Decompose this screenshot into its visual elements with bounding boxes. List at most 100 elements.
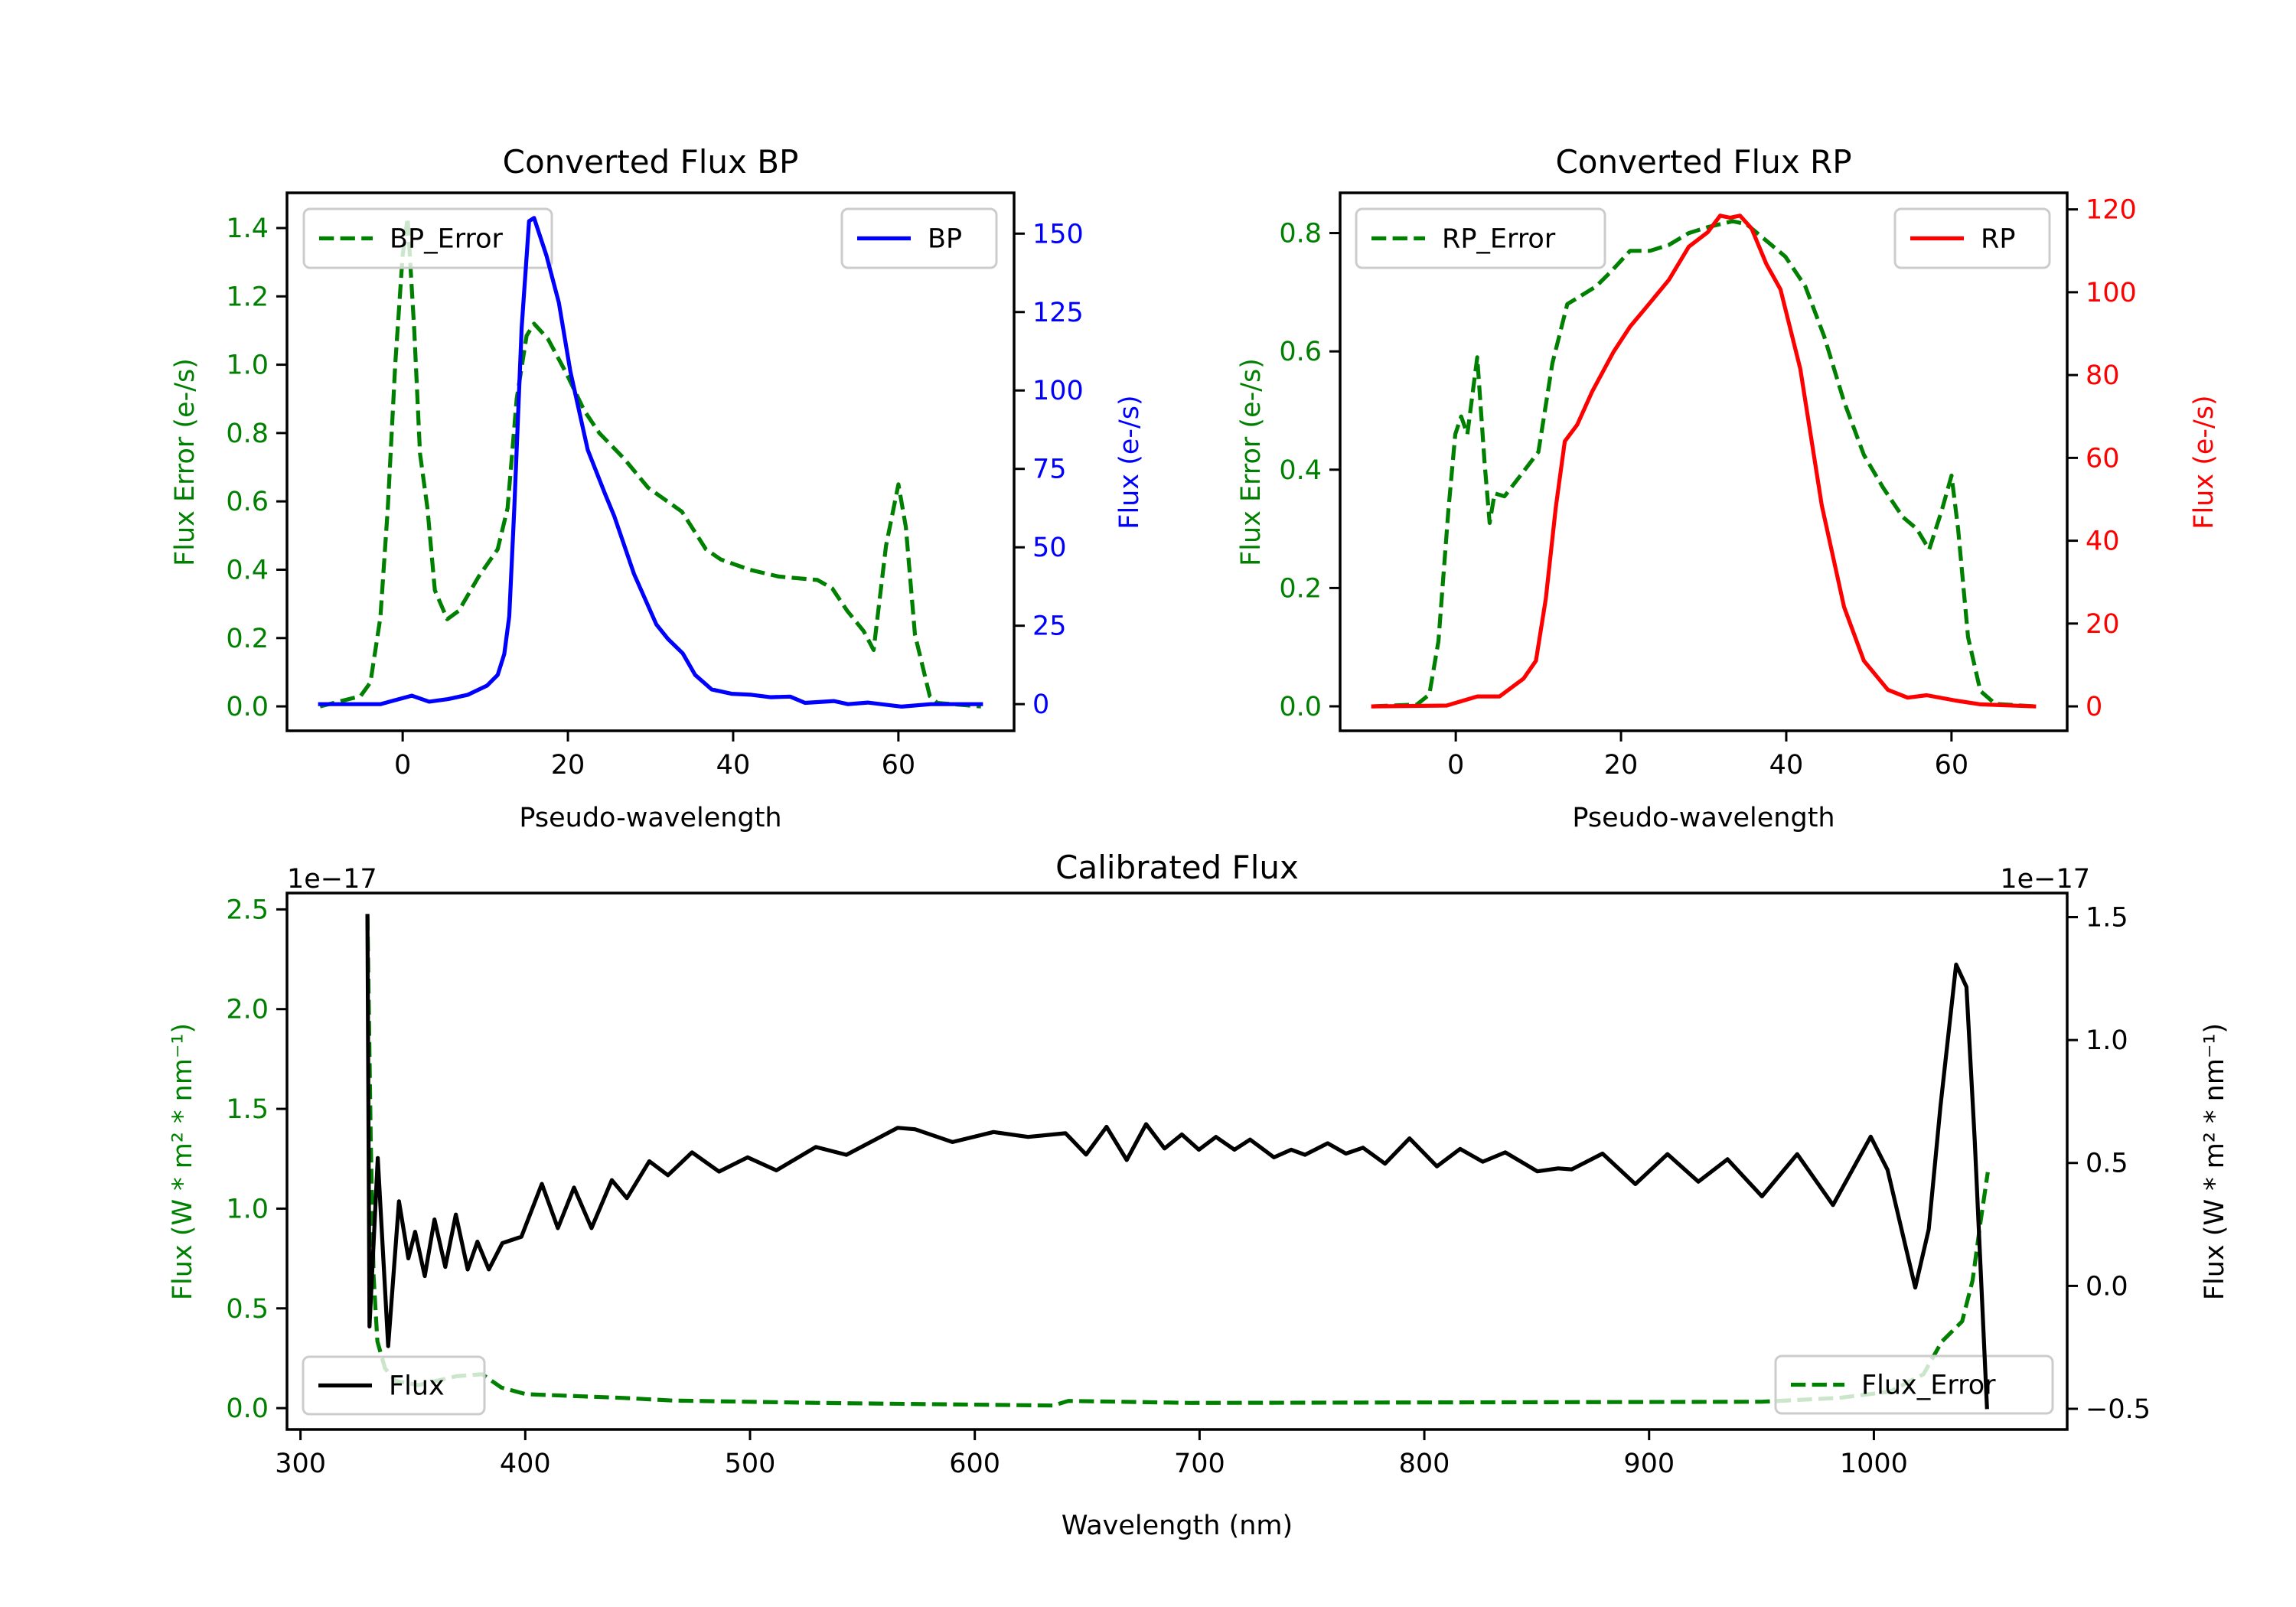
- y-tick-label-right: 75: [1032, 455, 1067, 485]
- y-tick-label-right: −0.5: [2086, 1394, 2151, 1425]
- x-axis-label: Pseudo-wavelength: [519, 803, 781, 833]
- y-tick-label-left: 0.0: [226, 1393, 269, 1424]
- offset-text-right: 1e−17: [2000, 864, 2090, 895]
- x-tick-label: 0: [394, 750, 411, 781]
- y-tick-label-left: 0.0: [226, 692, 269, 722]
- y-tick-label-left: 0.8: [1279, 219, 1322, 249]
- series-bp-line: [318, 216, 983, 709]
- y-axis-label-right: Flux (e-/s): [1114, 395, 1145, 529]
- plot-area: RP_Error RP 0 20 40 60 0.0 0.2 0.4 0.6 0.8 0 20 40 60 8…: [1279, 191, 2137, 781]
- legend-left: Flux_Error: [1774, 1354, 2054, 1415]
- x-tick-label: 20: [1604, 750, 1639, 781]
- x-tick-label: 1000: [1840, 1449, 1908, 1479]
- y-tick-label-right: 25: [1032, 611, 1067, 642]
- series-flux-line: [365, 914, 1989, 1410]
- y-tick-label-left: 2.0: [226, 995, 269, 1025]
- x-tick-label: 40: [716, 750, 751, 781]
- legend-box: [302, 1355, 486, 1416]
- legend-box: [840, 207, 998, 269]
- legend-box: [1355, 207, 1606, 269]
- legend-label: Flux: [389, 1371, 445, 1402]
- chart-title: Converted Flux BP: [503, 143, 799, 181]
- y-tick-label-right: 40: [2086, 526, 2120, 557]
- legend-label: BP_Error: [390, 224, 504, 255]
- y-tick-label-left: 1.2: [226, 282, 269, 312]
- y-tick-label-right: 120: [2086, 195, 2137, 226]
- plot-area: BP_Error BP 0 20 40 60 0.0 0.2 0.4 0.6 0.8 1.0 1.2 1.…: [226, 191, 1084, 781]
- y-axis-label-right: Flux (W * m² * nm⁻¹): [2200, 1023, 2230, 1300]
- legend-right: BP: [840, 207, 998, 269]
- y-tick-label-left: 0.4: [226, 555, 269, 585]
- legend-right: Flux: [302, 1355, 486, 1416]
- legend-label: Flux_Error: [1861, 1371, 1996, 1401]
- y-tick-label-right: 100: [2086, 278, 2137, 308]
- y-tick-label-right: 80: [2086, 360, 2120, 391]
- x-tick-label: 900: [1623, 1449, 1675, 1479]
- x-tick-label: 400: [500, 1449, 551, 1479]
- y-tick-label-right: 20: [2086, 609, 2120, 640]
- y-tick-label-right: 100: [1032, 376, 1084, 406]
- legend-label: BP: [928, 224, 962, 255]
- y-tick-label-left: 0.2: [1279, 573, 1322, 604]
- legend-label: RP_Error: [1442, 224, 1556, 255]
- y-tick-label-left: 2.5: [226, 895, 269, 925]
- chart-title: Converted Flux RP: [1555, 143, 1851, 181]
- y-axis-label-left: Flux Error (e-/s): [170, 358, 201, 566]
- chart-title: Calibrated Flux: [1055, 849, 1299, 886]
- y-tick-label-right: 1.0: [2086, 1025, 2128, 1056]
- legend-box: [302, 207, 553, 269]
- y-tick-label-left: 0.6: [1279, 337, 1322, 367]
- legend-left: BP_Error: [302, 207, 553, 269]
- y-tick-label-right: 1.5: [2086, 902, 2128, 933]
- y-tick-label-left: 1.4: [226, 214, 269, 244]
- x-axis-label: Wavelength (nm): [1062, 1511, 1293, 1541]
- y-tick-label-left: 0.5: [226, 1294, 269, 1325]
- x-tick-label: 300: [275, 1449, 326, 1479]
- y-axis-label-right: Flux (e-/s): [2189, 395, 2219, 529]
- y-tick-label-left: 1.5: [226, 1094, 269, 1125]
- axes-frame: [1339, 191, 2069, 732]
- panel-calibrated-flux: Calibrated Flux 1e−17 1e−17 Flux_ErrorFl…: [168, 849, 2230, 1541]
- panel-converted-flux-bp: Converted Flux BP BP_Error BP 0 20 40 60 0.0 0.…: [170, 143, 1145, 833]
- y-tick-label-right: 50: [1032, 533, 1067, 563]
- legend-box: [1893, 207, 2051, 269]
- y-tick-label-right: 150: [1032, 219, 1084, 249]
- x-tick-label: 60: [882, 750, 916, 781]
- y-tick-label-right: 125: [1032, 298, 1084, 328]
- y-tick-label-left: 0.8: [226, 419, 269, 449]
- series-bp-error-line: [319, 216, 982, 709]
- legend-left: RP_Error: [1355, 207, 1606, 269]
- x-tick-label: 800: [1399, 1449, 1450, 1479]
- y-axis-label-left: Flux Error (e-/s): [1236, 358, 1267, 566]
- y-tick-label-left: 0.2: [226, 624, 269, 654]
- y-tick-label-left: 1.0: [226, 1194, 269, 1224]
- x-tick-label: 500: [725, 1449, 776, 1479]
- axes-frame: [285, 892, 2069, 1431]
- x-tick-label: 700: [1174, 1449, 1225, 1479]
- plot-area: Flux_Error Flux 300 400 500 600 700 800 900 1000 0…: [226, 892, 2151, 1479]
- y-tick-label-right: 0: [2086, 692, 2102, 722]
- y-tick-label-left: 1.0: [226, 350, 269, 381]
- x-tick-label: 40: [1769, 750, 1804, 781]
- legend-right: RP: [1893, 207, 2051, 269]
- y-axis-label-left: Flux (W * m² * nm⁻¹): [168, 1023, 198, 1300]
- x-tick-label: 20: [551, 750, 585, 781]
- y-tick-label-left: 0.6: [226, 487, 269, 517]
- series-rp-line: [1371, 214, 2037, 709]
- y-tick-label-left: 0.0: [1279, 692, 1322, 722]
- series-rp-error-line: [1373, 219, 2034, 709]
- y-tick-label-right: 0.5: [2086, 1149, 2128, 1179]
- x-axis-label: Pseudo-wavelength: [1572, 803, 1835, 833]
- offset-text-left: 1e−17: [287, 864, 377, 895]
- x-tick-label: 0: [1447, 750, 1464, 781]
- x-tick-label: 60: [1935, 750, 1969, 781]
- axes-frame: [285, 191, 1016, 732]
- x-tick-label: 600: [949, 1449, 1000, 1479]
- y-tick-label-right: 0: [1032, 689, 1049, 720]
- y-tick-label-right: 0.0: [2086, 1271, 2128, 1302]
- y-tick-label-right: 60: [2086, 443, 2120, 474]
- legend-label: RP: [1981, 224, 2015, 255]
- panel-converted-flux-rp: Converted Flux RP RP_Error RP 0 20 40 60 0.0 0.…: [1236, 143, 2219, 833]
- y-tick-label-left: 0.4: [1279, 455, 1322, 486]
